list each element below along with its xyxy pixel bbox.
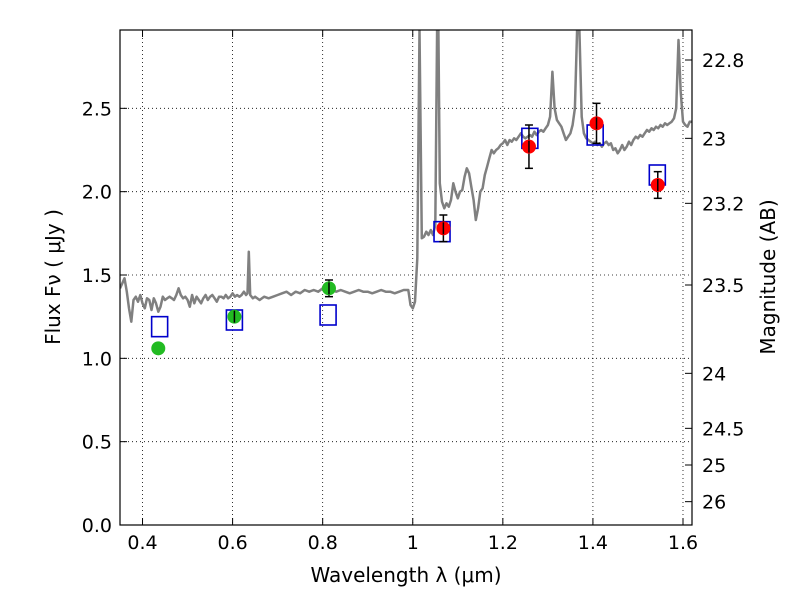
y-tick-label: 0.0: [82, 515, 112, 537]
x-tick-label: 1.4: [578, 532, 608, 554]
y-tick-label: 1.5: [82, 265, 112, 287]
y2-tick-label: 24: [702, 363, 726, 385]
y-tick-label: 2.0: [82, 182, 112, 204]
y2-tick-label: 23: [702, 128, 726, 150]
green-data-point: [151, 341, 166, 356]
y2-axis-label: Magnitude (AB): [756, 199, 780, 354]
y-axis-label: Flux Fν ( μJy ): [41, 209, 65, 345]
spectrum-line: [120, 30, 692, 323]
axes: 0.4 0.6 0.8 1 1.2 1.4 1.6 0.0 0.5 1.0 1.5 2.0 2.5 22.…: [82, 30, 744, 554]
x-tick-label: 0.8: [308, 532, 338, 554]
y2-tick-label: 26: [702, 492, 726, 514]
plot-area: [120, 30, 692, 356]
y2-tick-label: 23.5: [702, 275, 744, 297]
model-box: [319, 304, 337, 326]
x-tick-label: 0.4: [127, 532, 157, 554]
y2-tick-label: 25: [702, 455, 726, 477]
y-tick-label: 2.5: [82, 98, 112, 120]
x-axis-label: Wavelength λ (μm): [310, 563, 501, 587]
model-box: [150, 315, 169, 338]
x-tick-label: 0.6: [217, 532, 247, 554]
y2-tick-label: 24.5: [702, 418, 744, 440]
y-tick-label: 0.5: [82, 432, 112, 454]
y2-tick-label: 23.2: [702, 193, 744, 215]
y2-tick-label: 22.8: [702, 50, 744, 72]
plot-frame: [119, 29, 693, 526]
x-tick-label: 1: [407, 532, 419, 554]
y-tick-label: 1.0: [82, 348, 112, 370]
x-tick-label: 1.2: [488, 532, 518, 554]
x-tick-label: 1.6: [668, 532, 698, 554]
